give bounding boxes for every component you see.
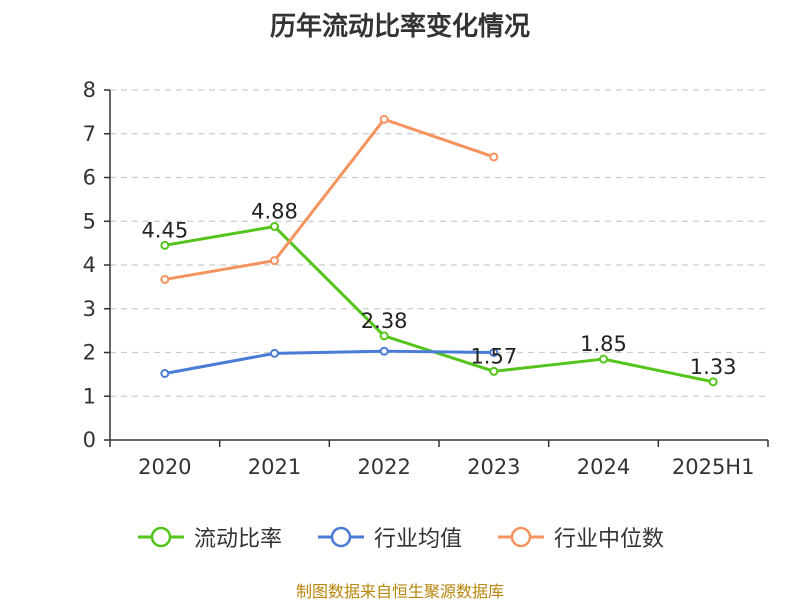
y-tick-label: 7	[83, 122, 96, 146]
data-label: 4.45	[141, 218, 188, 242]
legend-label-industry-mean: 行业均值	[373, 527, 462, 552]
y-tick-label: 6	[83, 166, 96, 190]
series-line-0	[164, 225, 714, 384]
chart-title: 历年流动比率变化情况	[269, 12, 530, 42]
data-label: 2.38	[361, 309, 408, 333]
legend-label-industry-median: 行业中位数	[554, 527, 665, 552]
x-tick-label: 2021	[248, 455, 301, 479]
source-note: 制图数据来自恒生聚源数据库	[295, 582, 504, 601]
x-tick-label: 2023	[467, 455, 520, 479]
data-point[interactable]	[489, 366, 499, 376]
legend-item-industry-mean[interactable]: 行业均值	[316, 521, 462, 553]
y-tick-label: 4	[83, 253, 96, 277]
data-label: 1.85	[580, 332, 627, 356]
data-point[interactable]	[708, 377, 718, 387]
legend-swatch-industry-mean	[317, 526, 364, 548]
series-layer	[160, 114, 718, 387]
grid	[110, 89, 768, 397]
data-point[interactable]	[160, 369, 170, 378]
data-label: 1.33	[690, 355, 737, 379]
x-tick-label: 2024	[577, 455, 630, 479]
y-tick-label: 2	[83, 341, 96, 365]
x-tick-label: 2020	[138, 455, 191, 479]
data-point[interactable]	[489, 348, 499, 357]
data-point[interactable]	[270, 222, 279, 231]
data-point[interactable]	[160, 240, 170, 250]
data-point[interactable]	[489, 152, 499, 162]
y-tick-label: 5	[83, 209, 96, 233]
legend-swatch-current-ratio	[137, 526, 184, 548]
data-point[interactable]	[379, 331, 389, 341]
data-point[interactable]	[379, 346, 389, 356]
x-tick-label: 2025H1	[672, 455, 755, 479]
y-tick-label: 0	[83, 428, 96, 452]
data-point[interactable]	[160, 274, 170, 284]
y-tick-label: 3	[83, 297, 96, 321]
axes: 0 1 2 3 4 5 6 7 8 2020 2021 2022 2023 2024 2025H1	[83, 78, 769, 479]
y-tick-label: 1	[83, 384, 96, 408]
series-line-1	[164, 349, 494, 375]
data-point[interactable]	[270, 256, 279, 266]
legend-item-current-ratio[interactable]: 流动比率	[136, 521, 282, 553]
legend-item-industry-median[interactable]: 行业中位数	[496, 521, 664, 553]
x-tick-label: 2022	[357, 455, 410, 479]
data-label: 4.88	[251, 200, 298, 224]
y-tick-label: 8	[83, 78, 96, 102]
data-point[interactable]	[599, 354, 608, 364]
series-line-2	[164, 117, 495, 281]
legend: 流动比率 行业均值 行业中位数	[0, 520, 800, 554]
data-label: 1.57	[470, 344, 517, 368]
legend-label-current-ratio: 流动比率	[193, 527, 282, 552]
data-point[interactable]	[379, 114, 389, 124]
data-labels: 4.45 4.88 2.38 1.57 1.85 1.33	[141, 200, 736, 379]
legend-swatch-industry-median	[498, 526, 544, 548]
data-point[interactable]	[270, 348, 279, 358]
